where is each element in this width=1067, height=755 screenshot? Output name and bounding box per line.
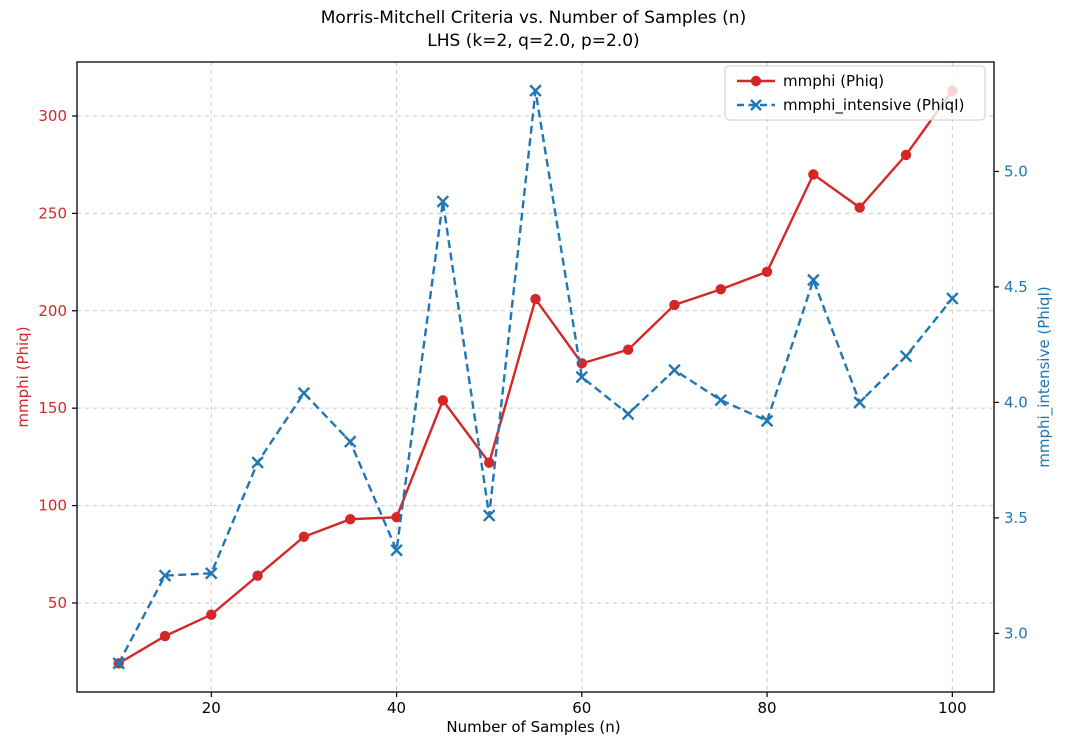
series-mmphi-marker-n25	[252, 570, 263, 581]
series-mmphi-intensive-marker-n20	[205, 567, 218, 580]
series-mmphi-intensive-marker-n65	[621, 407, 635, 421]
series-mmphi-intensive-marker-n25	[251, 456, 264, 469]
y-right-tick-label-3.0: 3.0	[1004, 624, 1028, 642]
series-mmphi-intensive-marker-n30	[297, 386, 311, 400]
y-axis-right-label: mmphi_intensive (PhiqI)	[1035, 286, 1053, 468]
series-mmphi-marker-n50	[483, 457, 495, 468]
y-left-tick-label-100: 100	[38, 497, 67, 515]
y-axis-left-label: mmphi (Phiq)	[14, 326, 32, 428]
series-mmphi-marker-n45	[437, 395, 449, 406]
series-mmphi-intensive-marker-n70	[668, 363, 681, 377]
series-mmphi-marker-n30	[298, 531, 310, 542]
x-tick-label-100: 100	[938, 699, 967, 717]
series-mmphi-intensive-marker-n95	[899, 349, 913, 363]
series-mmphi-intensive-marker-n10	[112, 657, 125, 670]
series-mmphi-marker-n95	[900, 149, 912, 161]
series-mmphi-marker-n90	[854, 202, 865, 213]
y-left-tick-label-50: 50	[48, 594, 67, 612]
series-mmphi-intensive-marker-n85	[807, 273, 820, 287]
chart-title-line2: LHS (k=2, q=2.0, p=2.0)	[427, 31, 640, 51]
series-mmphi-intensive-line	[117, 90, 954, 664]
y-right-tick-label-4.5: 4.5	[1004, 278, 1028, 296]
series-mmphi-intensive-marker-n35	[343, 435, 357, 448]
x-tick-label-80: 80	[758, 699, 777, 717]
series-mmphi-intensive-marker-n80	[760, 414, 774, 428]
series-mmphi-intensive-marker-n15	[158, 569, 172, 582]
series-mmphi-marker-n40	[391, 512, 402, 523]
series-mmphi-marker-n80	[761, 266, 773, 278]
series-mmphi-intensive-marker-n50	[482, 509, 496, 522]
y-left-tick-label-250: 250	[38, 204, 67, 222]
chart-title-line1: Morris-Mitchell Criteria vs. Number of S…	[320, 8, 747, 28]
x-tick-label-40: 40	[387, 699, 406, 717]
series-mmphi-marker-n35	[345, 514, 356, 525]
legend-label-mmphi: mmphi (Phiq)	[783, 72, 884, 90]
series-mmphi-intensive-marker-n90	[853, 396, 866, 409]
series-mmphi-marker-n55	[530, 293, 541, 305]
chart-title: Morris-Mitchell Criteria vs. Number of S…	[0, 7, 1067, 53]
series-mmphi-intensive-marker-n40	[390, 543, 403, 557]
y-left-tick-label-200: 200	[38, 302, 67, 320]
y-left-tick-label-150: 150	[38, 399, 67, 417]
legend: mmphi (Phiq) mmphi_intensive (PhiqI)	[724, 65, 986, 121]
series-mmphi-line	[118, 89, 954, 665]
series-mmphi-intensive-marker-n45	[436, 195, 450, 208]
series-mmphi-marker-n20	[206, 609, 217, 620]
plot-area	[76, 61, 995, 693]
legend-marker-sample-mmphi-intensive	[750, 99, 762, 111]
legend-label-mmphi-intensive: mmphi_intensive (PhiqI)	[783, 96, 964, 115]
y-left-tick-label-300: 300	[38, 107, 67, 125]
x-tick-label-20: 20	[202, 699, 221, 717]
series-mmphi-marker-n65	[622, 344, 634, 355]
y-right-tick-label-5.0: 5.0	[1004, 162, 1028, 180]
series-mmphi-intensive-marker-n55	[529, 84, 542, 97]
series-mmphi-marker-n70	[669, 299, 680, 311]
series-mmphi-marker-n15	[159, 630, 171, 642]
y-right-tick-label-3.5: 3.5	[1004, 509, 1028, 527]
series-mmphi-intensive-marker-n60	[575, 370, 589, 384]
x-axis-label: Number of Samples (n)	[446, 718, 621, 736]
legend-marker-sample-mmphi	[750, 75, 762, 87]
series-mmphi-intensive-marker-n100	[946, 292, 959, 305]
y-right-tick-label-4.0: 4.0	[1004, 393, 1028, 411]
legend-box	[724, 65, 986, 121]
series-mmphi-marker-n75	[715, 284, 726, 295]
x-tick-label-60: 60	[572, 699, 591, 717]
series-mmphi-marker-n85	[808, 169, 819, 180]
series-mmphi-intensive-marker-n75	[714, 393, 728, 407]
